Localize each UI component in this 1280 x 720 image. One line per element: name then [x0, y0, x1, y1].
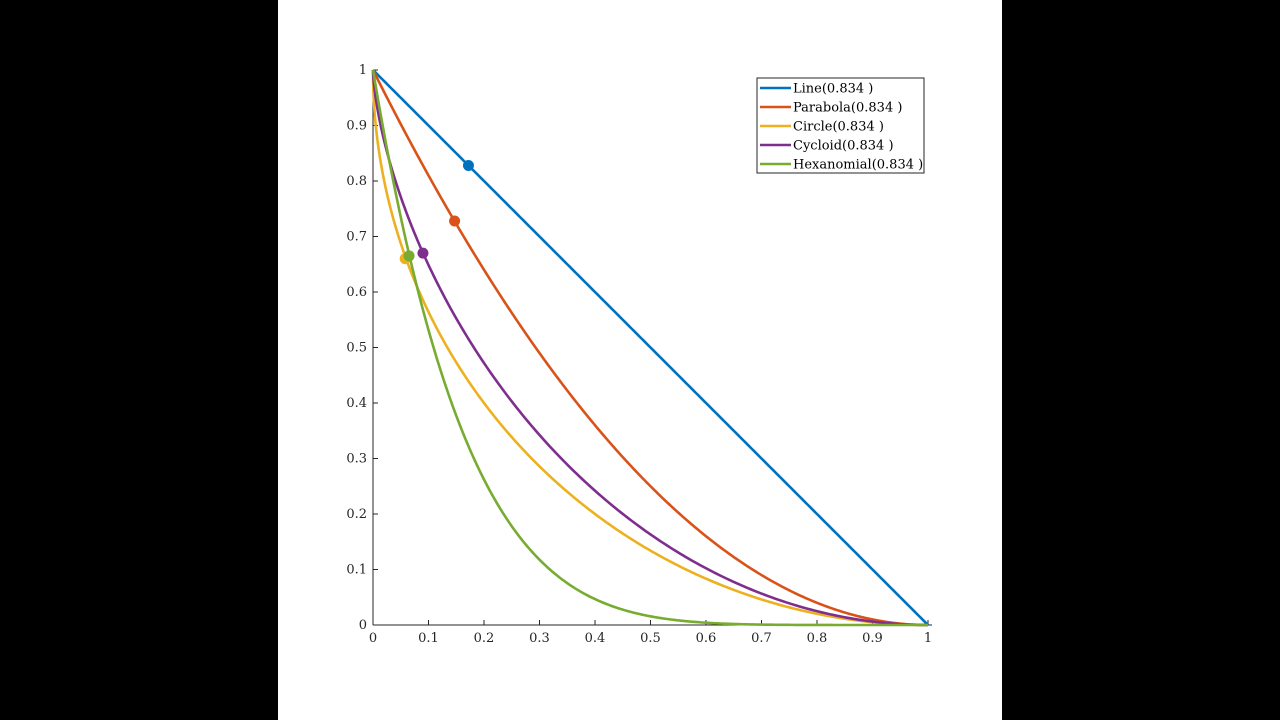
legend-entry-hexanomial-label: Hexanomial(0.834 ) [793, 158, 923, 173]
y-tick-label: 0.6 [346, 285, 367, 300]
line-marker [462, 159, 474, 171]
circle-curve [371, 69, 929, 627]
x-tick-label: 0.7 [751, 631, 772, 646]
x-tick-label: 0.9 [862, 631, 883, 646]
cycloid-marker [417, 247, 429, 259]
y-tick-label: 0.8 [346, 174, 367, 189]
y-tick-label: 1 [359, 63, 367, 78]
legend-entry-parabola-label: Parabola(0.834 ) [793, 101, 902, 116]
legend-entry-line-label: Line(0.834 ) [793, 82, 873, 97]
y-tick-label: 0.7 [346, 230, 367, 245]
hexanomial-marker [403, 250, 415, 262]
markers [399, 159, 474, 265]
parabola-curve [371, 69, 929, 627]
y-tick-label: 0 [359, 618, 367, 633]
x-tick-label: 1 [924, 631, 932, 646]
x-tick-label: 0.8 [807, 631, 828, 646]
y-tick-label: 0.5 [346, 341, 367, 356]
parabola-marker [449, 215, 461, 227]
plot-svg: 0 0.1 0.2 0.3 0.4 0.5 0.6 0.7 0.8 0.9 1 0 0.1 0.2 0.3 0… [346, 63, 932, 646]
x-tick-label: 0 [369, 631, 377, 646]
y-tick-label: 0.3 [346, 452, 367, 467]
y-tick-label: 0.4 [346, 396, 367, 411]
x-tick-label: 0.5 [640, 631, 661, 646]
legend: Line(0.834 ) Parabola(0.834 ) Circle(0.834… [756, 77, 925, 174]
hexanomial-curve [371, 69, 928, 627]
cycloid-curve [371, 68, 929, 627]
legend-entry-cycloid-label: Cycloid(0.834 ) [793, 139, 894, 154]
x-tick-label: 0.6 [696, 631, 717, 646]
x-tick-label: 0.2 [474, 631, 495, 646]
y-tick-label: 0.1 [346, 563, 367, 578]
y-tick-label: 0.2 [346, 507, 367, 522]
figure-canvas: 0 0.1 0.2 0.3 0.4 0.5 0.6 0.7 0.8 0.9 1 0 0.1 0.2 0.3 0… [278, 0, 1002, 720]
legend-entry-circle-label: Circle(0.834 ) [793, 120, 884, 135]
y-tick-label: 0.9 [346, 119, 367, 134]
x-tick-label: 0.4 [585, 631, 606, 646]
x-tick-label: 0.3 [529, 631, 550, 646]
x-tick-label: 0.1 [418, 631, 439, 646]
axes: 0 0.1 0.2 0.3 0.4 0.5 0.6 0.7 0.8 0.9 1 0 0.1 0.2 0.3 0… [346, 63, 932, 646]
